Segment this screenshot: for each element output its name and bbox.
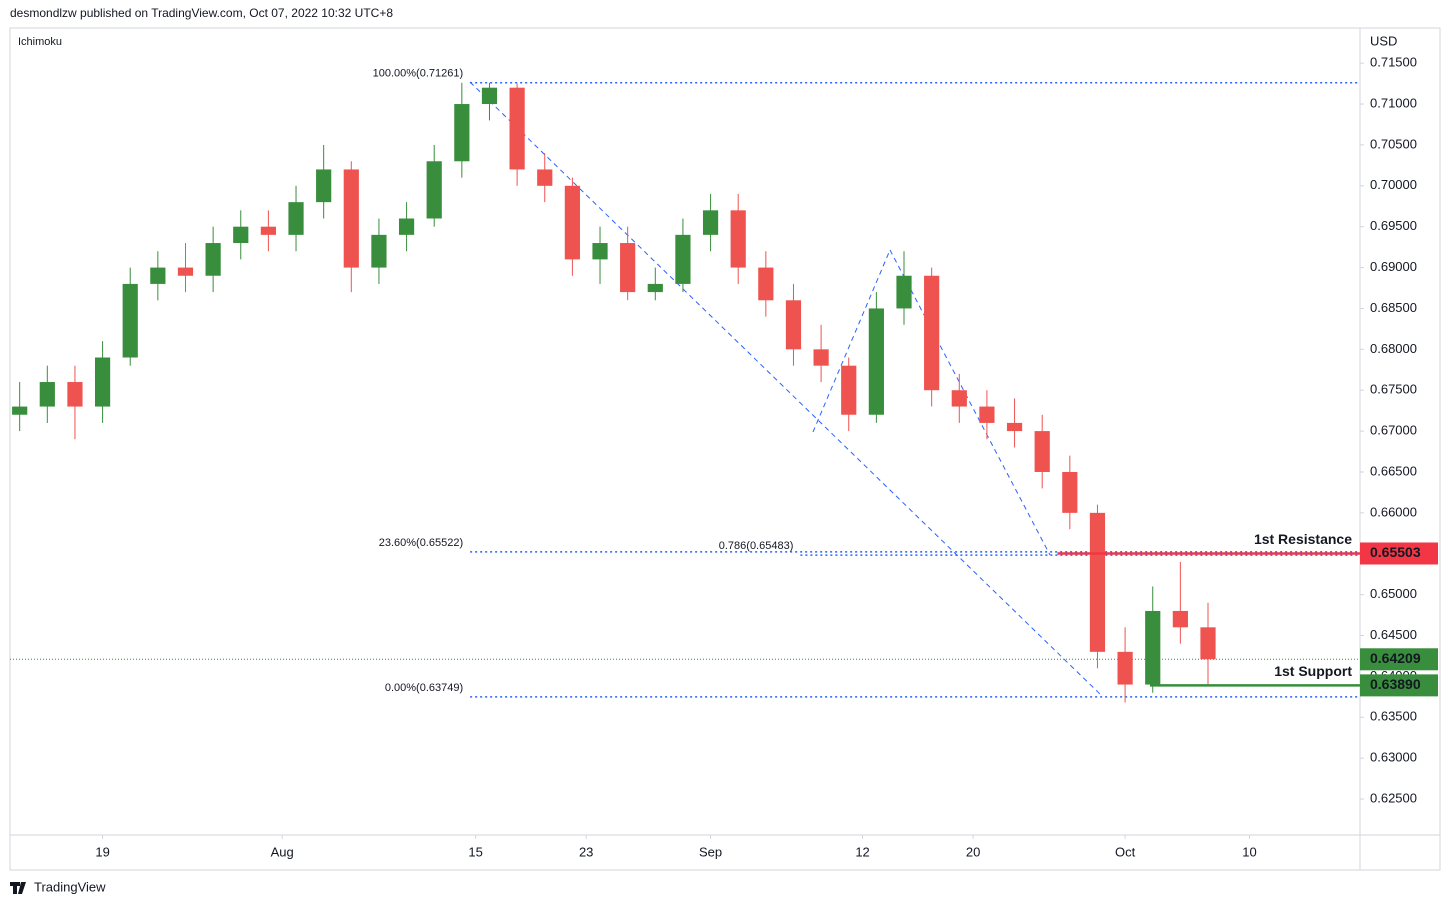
candle-body: [758, 267, 774, 301]
level-name: 1st Support: [1274, 663, 1352, 679]
candle-body: [205, 243, 221, 276]
price-tag: [1360, 648, 1438, 671]
candle-body: [620, 243, 636, 293]
candle-body: [94, 357, 111, 407]
y-tick-label: 0.64500: [1370, 627, 1417, 642]
fib-label: 100.00%(0.71261): [373, 68, 464, 80]
y-tick-label: 0.71000: [1370, 95, 1417, 110]
candle-body: [924, 275, 940, 391]
candle-body: [1145, 610, 1161, 685]
candle-body: [1006, 422, 1023, 432]
level-name: 1st Resistance: [1254, 531, 1352, 547]
y-tick-label: 0.68000: [1370, 341, 1417, 356]
x-tick-label: 12: [855, 844, 869, 859]
fib-label: 23.60%(0.65522): [379, 537, 463, 549]
fib-trend: [469, 81, 1103, 697]
candle-body: [813, 349, 829, 366]
candle-body: [12, 406, 28, 415]
candle-body: [509, 87, 525, 170]
candle-body: [841, 365, 857, 415]
y-tick-label: 0.71500: [1370, 55, 1417, 70]
y-tick-label: 0.65000: [1370, 586, 1417, 601]
y-tick-label: 0.69000: [1370, 259, 1417, 274]
candle-body: [1034, 431, 1050, 472]
candle-body: [1062, 471, 1078, 513]
candle-body: [785, 300, 802, 350]
y-tick-label: 0.67500: [1370, 382, 1417, 397]
price-tag: [1360, 542, 1438, 565]
candle-body: [702, 210, 719, 235]
brand: TradingView: [34, 879, 106, 894]
candle-body: [288, 202, 304, 235]
y-tick-label: 0.62500: [1370, 790, 1417, 805]
price-tag: [1360, 674, 1438, 697]
candle-body: [675, 234, 691, 284]
x-tick-label: 23: [579, 844, 593, 859]
y-tick-label: 0.70500: [1370, 136, 1417, 151]
candle-body: [951, 390, 967, 407]
candle-body: [1117, 651, 1133, 685]
candle-body: [426, 161, 442, 219]
fib-trend: [812, 249, 891, 433]
fib-trend-lines: [469, 81, 1103, 697]
candle-body: [868, 308, 884, 415]
candle-body: [537, 169, 553, 186]
candle-body: [1200, 627, 1216, 660]
candle-body: [398, 218, 415, 235]
candle-body: [1172, 610, 1188, 628]
currency: USD: [1370, 33, 1397, 48]
y-tick-label: 0.63000: [1370, 750, 1417, 765]
indicator-label: Ichimoku: [18, 36, 62, 48]
x-tick-label: 19: [95, 844, 109, 859]
candle-body: [979, 406, 995, 423]
y-tick-label: 0.70000: [1370, 177, 1417, 192]
candle-body: [592, 243, 608, 260]
x-tick-label: 15: [468, 844, 482, 859]
brand-logo: [10, 882, 26, 894]
publisher: desmondlzw published on TradingView.com,…: [10, 6, 393, 20]
candle-body: [481, 87, 498, 105]
candle-body: [122, 283, 138, 358]
y-tick-label: 0.67000: [1370, 423, 1417, 438]
y-tick-label: 0.66000: [1370, 504, 1417, 519]
candle-body: [343, 169, 359, 268]
x-tick-label: 10: [1242, 844, 1256, 859]
candle-body: [39, 382, 55, 407]
y-tick-label: 0.63500: [1370, 709, 1417, 724]
candle-body: [896, 275, 912, 309]
candle-body: [454, 104, 470, 162]
candle-body: [1089, 512, 1106, 652]
x-tick-label: Sep: [699, 844, 722, 859]
x-tick-label: Aug: [271, 844, 294, 859]
candle-body: [730, 210, 746, 268]
candle-body: [316, 169, 332, 203]
fib-trend: [889, 249, 1051, 556]
y-tick-label: 0.66500: [1370, 463, 1417, 478]
frame: [9, 27, 1441, 871]
candle-body: [233, 226, 249, 244]
candle-body: [564, 185, 580, 260]
price-tag-label: 0.65503: [1370, 544, 1421, 560]
candle-body: [647, 283, 663, 293]
plot: 0.625000.630000.635000.640000.645000.650…: [10, 55, 1438, 859]
price-tag-label: 0.63890: [1370, 676, 1421, 692]
candle-body: [177, 267, 194, 276]
y-tick-label: 0.68500: [1370, 300, 1417, 315]
fib-label: 0.786(0.65483): [719, 540, 794, 552]
candle-body: [150, 267, 166, 284]
fib-label: 0.00%(0.63749): [385, 682, 463, 694]
candle-body: [371, 234, 387, 268]
candle-body: [260, 226, 276, 235]
price-tag-label: 0.64209: [1370, 650, 1421, 666]
y-tick-label: 0.69500: [1370, 218, 1417, 233]
x-tick-label: Oct: [1115, 844, 1136, 859]
candle-body: [67, 382, 83, 407]
x-tick-label: 20: [966, 844, 980, 859]
